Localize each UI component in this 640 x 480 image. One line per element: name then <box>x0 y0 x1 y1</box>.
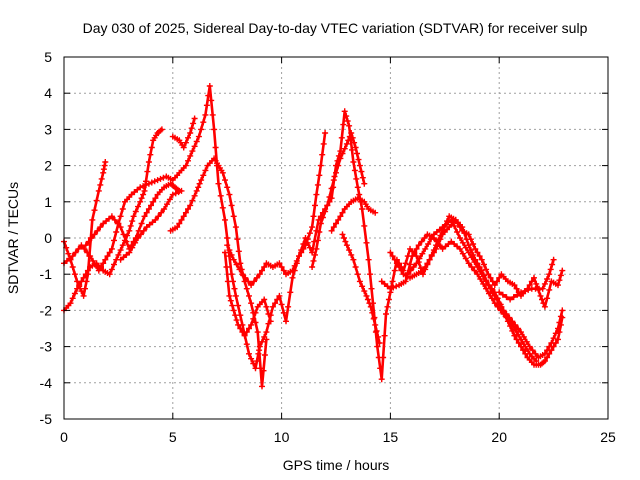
y-axis-label: SDTVAR / TECUs <box>5 182 21 294</box>
y-tick-label: 4 <box>44 85 52 101</box>
satellite-track-5-markers <box>117 187 185 263</box>
satellite-track-6-line <box>169 157 268 388</box>
satellite-track-6 <box>167 155 270 390</box>
x-tick-label: 0 <box>60 429 68 445</box>
y-tick-label: -1 <box>40 266 53 282</box>
satellite-track-3 <box>61 126 165 314</box>
y-tick-label: -4 <box>40 375 53 391</box>
satellite-track-7-markers <box>169 115 198 151</box>
data-series <box>61 83 566 390</box>
x-tick-label: 15 <box>383 429 399 445</box>
satellite-track-8-line <box>225 131 327 287</box>
x-tick-label: 5 <box>169 429 177 445</box>
satellite-track-6-markers <box>167 155 270 390</box>
satellite-track-15-line <box>380 233 538 363</box>
satellite-track-16 <box>496 256 557 303</box>
y-tick-label: -5 <box>40 411 53 427</box>
satellite-track-12-markers <box>339 231 383 346</box>
x-tick-label: 10 <box>274 429 290 445</box>
y-tick-label: 1 <box>44 194 52 210</box>
satellite-track-9-markers <box>222 249 274 339</box>
y-tick-label: 5 <box>44 49 52 65</box>
satellite-track-9 <box>222 249 274 339</box>
satellite-track-11-markers <box>328 195 379 234</box>
chart-title: Day 030 of 2025, Sidereal Day-to-day VTE… <box>83 20 588 36</box>
x-axis-label: GPS time / hours <box>283 457 390 473</box>
satellite-track-12-line <box>341 233 381 345</box>
satellite-track-10-markers <box>309 130 368 270</box>
satellite-track-12 <box>339 231 383 346</box>
y-tick-label: 2 <box>44 158 52 174</box>
satellite-track-15-markers <box>378 231 540 365</box>
x-tick-label: 20 <box>491 429 507 445</box>
satellite-track-4-markers <box>82 180 183 252</box>
satellite-track-5-line <box>119 189 183 262</box>
satellite-track-8-markers <box>224 130 329 289</box>
satellite-track-11 <box>328 195 379 234</box>
satellite-track-8 <box>224 130 329 289</box>
y-tick-label: 3 <box>44 121 52 137</box>
satellite-track-4 <box>82 180 183 252</box>
y-tick-label: 0 <box>44 230 52 246</box>
satellite-track-5 <box>117 187 185 263</box>
satellite-track-15 <box>378 231 540 365</box>
satellite-track-10 <box>309 130 368 270</box>
grid <box>64 57 608 419</box>
y-tick-label: -3 <box>40 339 53 355</box>
satellite-track-7 <box>169 115 198 151</box>
satellite-track-16-markers <box>496 256 557 303</box>
satellite-track-3-line <box>62 128 164 312</box>
x-tick-label: 25 <box>600 429 616 445</box>
y-tick-label: -2 <box>40 302 53 318</box>
axis-ticks: 0 5 10 15 20 25 -5 -4 -3 -2 -1 0 1 2 3 4 5 <box>40 49 616 445</box>
